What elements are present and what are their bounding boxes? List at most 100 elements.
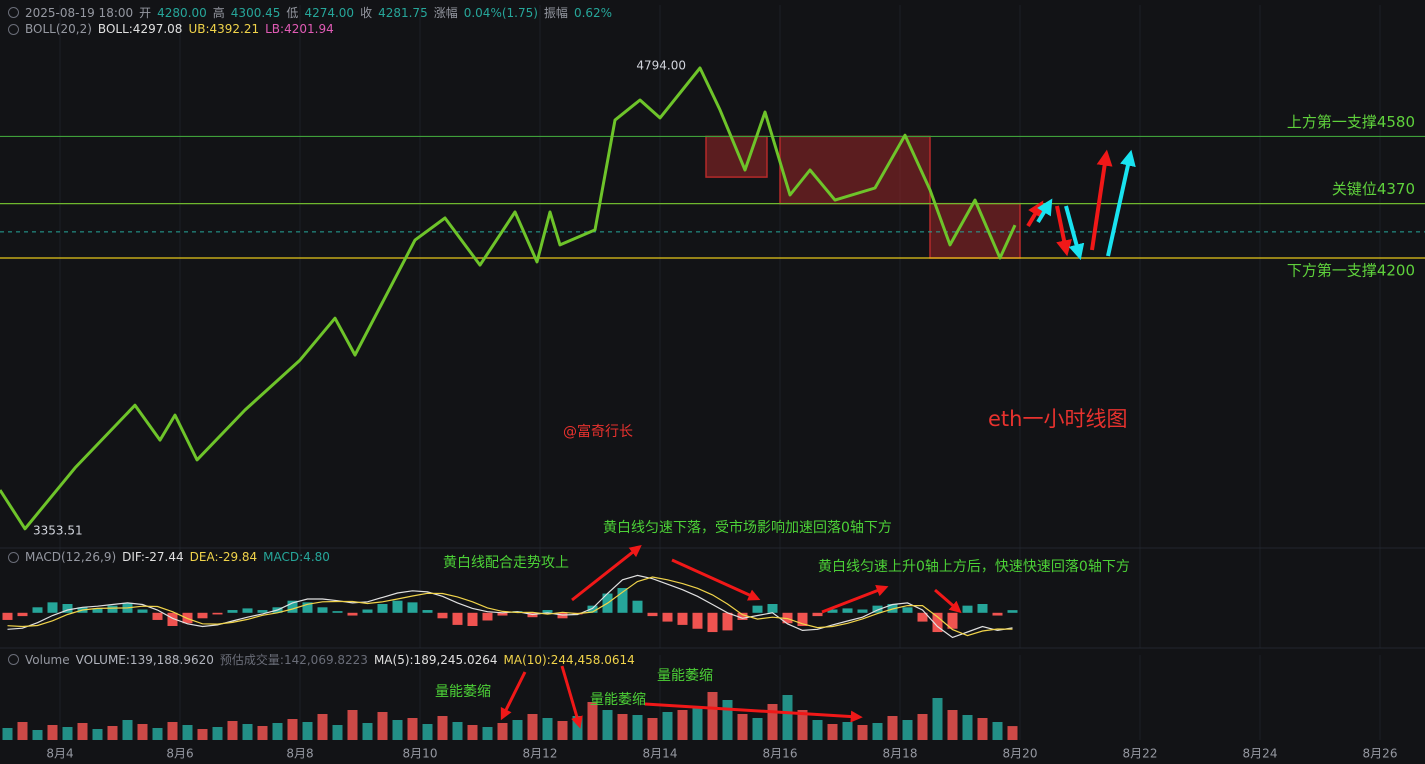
field-value: 4280.00	[157, 5, 207, 20]
volume-bar	[482, 727, 493, 740]
macd-bar	[917, 612, 928, 622]
volume-bar	[212, 727, 223, 740]
volume-bar	[422, 724, 433, 740]
volume-bar	[992, 722, 1003, 740]
grid	[59, 5, 1381, 740]
volume-bar	[47, 725, 58, 740]
macd-bar	[212, 612, 223, 615]
macd-bar	[992, 612, 1003, 616]
legend-item: BOLL:4297.08	[97, 22, 183, 36]
arrow	[1026, 200, 1044, 228]
legend-item: LB:4201.94	[265, 22, 334, 36]
volume-bar	[77, 723, 88, 740]
macd-bar	[647, 612, 658, 617]
macd-bar	[47, 602, 58, 613]
annotation: @富奇行长	[563, 423, 633, 440]
volume-bar	[602, 710, 613, 740]
volume-bar	[647, 718, 658, 740]
x-tick-label: 8月12	[523, 747, 558, 761]
volume-bar	[167, 722, 178, 740]
icon	[8, 551, 19, 563]
field-label: 开	[139, 6, 152, 20]
arrow	[571, 545, 642, 602]
volume-bar	[677, 710, 688, 740]
macd-bar	[842, 608, 853, 613]
annotation: eth一小时线图	[988, 407, 1127, 431]
macd-bar	[392, 600, 403, 613]
macd-bar	[692, 612, 703, 629]
macd-bar	[662, 612, 673, 622]
macd-bar	[407, 602, 418, 613]
macd-bar	[962, 605, 973, 613]
macd-bar	[497, 612, 508, 616]
x-tick-label: 8月26	[1363, 747, 1398, 761]
arrow	[1090, 149, 1113, 251]
price-line-path	[0, 66, 1017, 531]
x-tick-label: 8月6	[166, 747, 193, 761]
macd-bar	[302, 602, 313, 613]
field-value: 4274.00	[304, 5, 355, 20]
macd-bar	[2, 612, 13, 620]
volume-bar	[752, 718, 763, 740]
volume-bar	[437, 716, 448, 740]
macd-bar	[707, 612, 718, 633]
macd-bar	[32, 607, 43, 613]
x-tick-label: 8月8	[286, 747, 313, 761]
macd-bar	[977, 604, 988, 613]
macd-bar	[632, 600, 643, 613]
legend-item: MACD(12,26,9)	[25, 550, 117, 564]
volume-bar	[2, 728, 13, 740]
macd-bar	[152, 612, 163, 620]
volume-bar	[767, 704, 778, 740]
volume-bar	[722, 700, 733, 740]
macd-bar	[932, 612, 943, 633]
volume-bar	[707, 692, 718, 740]
legend-item: MA(10):244,458.0614	[503, 652, 635, 667]
volume-bar	[362, 723, 373, 740]
macd-bar	[902, 607, 913, 613]
macd-bar	[872, 605, 883, 613]
macd-bar	[92, 608, 103, 613]
volume-bar	[182, 725, 193, 740]
field-label: 振幅	[543, 6, 568, 20]
volume-bar	[797, 710, 808, 740]
macd-bar	[812, 612, 823, 617]
field-value: 0.62%	[573, 5, 613, 20]
x-tick-label: 8月14	[643, 747, 678, 761]
x-tick-label: 8月22	[1123, 747, 1158, 761]
legend-item: VOLUME:139,188.9620	[75, 652, 214, 667]
volume-bar	[272, 723, 283, 740]
volume-bar	[872, 723, 883, 740]
annotation: 黄白线匀速下落，受市场影响加速回落0轴下方	[603, 519, 892, 536]
volume-bar	[812, 720, 823, 740]
value-label: 3353.51	[33, 523, 83, 537]
x-tick-label: 8月24	[1243, 747, 1278, 761]
volume-bar	[887, 716, 898, 740]
volume-bar	[932, 698, 943, 740]
volume-bar	[107, 726, 118, 740]
macd-bar	[752, 605, 763, 613]
volume-bar	[122, 720, 133, 740]
macd-bar	[947, 612, 958, 629]
volume-bar	[662, 712, 673, 740]
arrows	[500, 149, 1136, 729]
macd-bar	[587, 605, 598, 613]
volume-bar	[842, 722, 853, 740]
volume-bar	[257, 726, 268, 740]
macd-bar	[377, 604, 388, 613]
volume-bar	[587, 702, 598, 740]
macd-line	[7, 576, 1013, 637]
macd-bar	[722, 612, 733, 631]
legend-item: 预估成交量:142,069.8223	[219, 653, 368, 667]
field-label: 低	[286, 6, 299, 20]
level-label: 上方第一支撑4580	[1287, 113, 1415, 131]
arrow	[644, 702, 863, 723]
legend-item: MACD:4.80	[263, 550, 330, 564]
volume-bar	[452, 722, 463, 740]
volume-bar	[377, 712, 388, 740]
macd-bar	[827, 609, 838, 613]
macd-bar	[677, 612, 688, 625]
x-tick-label: 8月20	[1003, 747, 1038, 761]
macd-bar	[1007, 610, 1018, 613]
